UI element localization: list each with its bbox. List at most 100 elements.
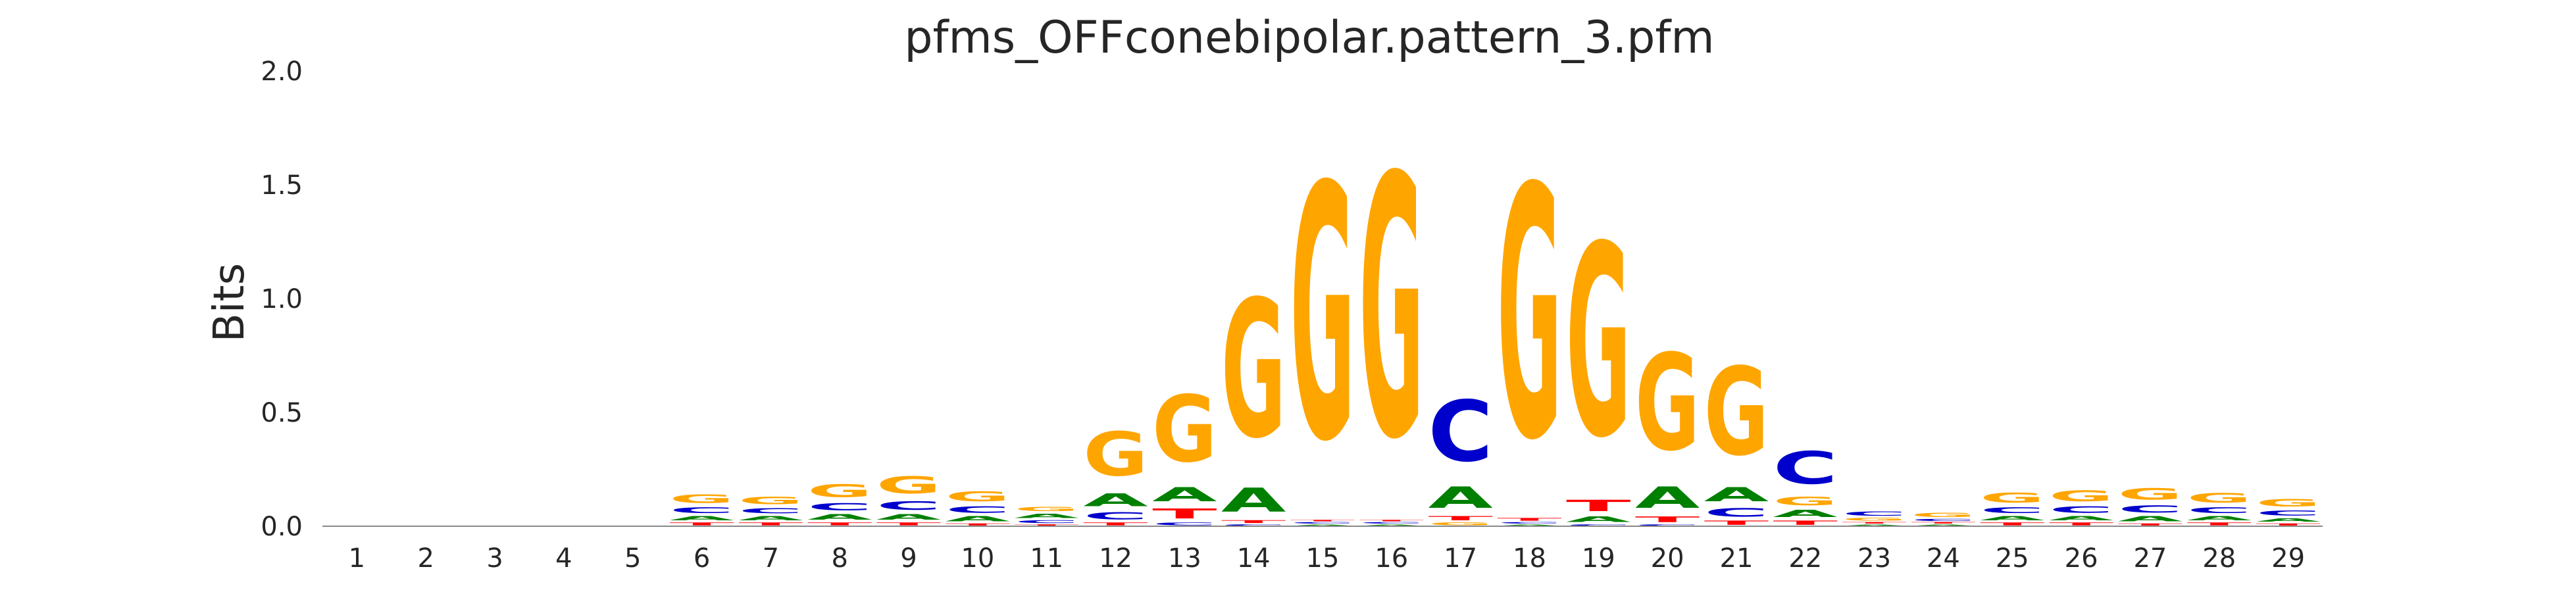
x-tick-label: 14 <box>1237 543 1271 574</box>
x-tick-label: 3 <box>486 543 503 574</box>
logo-letter-t: T <box>2049 522 2114 526</box>
chart-title: pfms_OFFconebipolar.pattern_3.pfm <box>904 12 1714 64</box>
logo-letter-a: A <box>2049 515 2114 522</box>
logo-letter-t: T <box>1221 520 1286 524</box>
logo-letter-a: A <box>1566 515 1631 524</box>
logo-letter-t: T <box>1290 520 1355 522</box>
y-tick-label: 0.5 <box>261 398 303 428</box>
logo-letter-c: C <box>2049 505 2114 514</box>
logo-letter-c: C <box>1980 506 2045 515</box>
logo-letter-a: A <box>1704 483 1769 506</box>
logo-letter-c: C <box>1566 524 1631 526</box>
logo-letter-g: G <box>2118 485 2183 503</box>
logo-letter-g: G <box>1497 115 1562 516</box>
logo-letter-a: A <box>2186 515 2252 522</box>
logo-letter-g: G <box>1980 490 2045 506</box>
logo-letter-c: C <box>1083 510 1148 522</box>
logo-letter-t: T <box>876 522 942 526</box>
logo-letter-c: C <box>1152 522 1217 526</box>
x-tick-label: 12 <box>1099 543 1132 574</box>
logo-letter-c: C <box>1704 506 1769 520</box>
logo-letter-a: A <box>1497 524 1562 526</box>
x-tick-label: 16 <box>1375 543 1408 574</box>
logo-letter-c: C <box>2186 506 2252 515</box>
logo-letter-c: C <box>1635 524 1700 526</box>
x-tick-label: 19 <box>1582 543 1615 574</box>
x-tick-label: 21 <box>1720 543 1754 574</box>
y-tick-label: 2.0 <box>261 57 303 87</box>
logo-letter-t: T <box>1842 522 1907 524</box>
logo-letter-t: T <box>1704 520 1769 526</box>
x-tick-label: 29 <box>2271 543 2305 574</box>
x-axis-ticks: 1 2 3 4 5 6 7 8 9 10 11 12 13 14 15 16 17 18 19 20 21 22 23 24 2… <box>349 543 2305 574</box>
logo-letter-a: A <box>1911 524 1976 526</box>
y-tick-label: 1.5 <box>261 170 303 201</box>
x-tick-label: 18 <box>1513 543 1546 574</box>
logo-letter-g: G <box>2186 491 2252 506</box>
logo-letter-a: A <box>876 512 942 522</box>
x-tick-label: 10 <box>961 543 994 574</box>
logo-letter-g: G <box>946 489 1011 505</box>
logo-letter-g: G <box>1704 342 1769 483</box>
logo-letter-c: C <box>1221 524 1286 526</box>
logo-letter-a: A <box>1221 481 1286 520</box>
logo-letter-t: T <box>946 523 1011 526</box>
x-tick-label: 9 <box>900 543 917 574</box>
x-tick-label: 24 <box>1927 543 1960 574</box>
logo-letter-g: G <box>1566 189 1631 496</box>
x-tick-label: 27 <box>2133 543 2167 574</box>
y-axis-ticks: 0.0 0.5 1.0 1.5 2.0 <box>261 57 303 542</box>
logo-letter-t: T <box>807 522 872 526</box>
logo-letter-g: G <box>1221 260 1286 480</box>
logo-letter-g: G <box>2256 497 2321 509</box>
logo-letter-a: A <box>1428 481 1493 515</box>
logo-letter-g: G <box>738 495 803 507</box>
y-tick-label: 1.0 <box>261 284 303 314</box>
x-tick-label: 11 <box>1030 543 1063 574</box>
logo-letter-g: G <box>2049 488 2114 505</box>
logo-letter-g: G <box>1014 506 1079 512</box>
x-tick-label: 26 <box>2065 543 2098 574</box>
logo-letter-a: A <box>946 515 1011 523</box>
x-tick-label: 5 <box>624 543 641 574</box>
y-axis-label: Bits <box>205 263 254 342</box>
logo-letter-t: T <box>669 522 734 526</box>
logo-letter-c: C <box>2256 509 2321 517</box>
x-tick-label: 6 <box>694 543 710 574</box>
logo-letter-g: G <box>1083 420 1148 490</box>
logo-letter-a: A <box>2118 515 2183 523</box>
logo-letter-a: A <box>1773 508 1838 520</box>
logo-letter-g: G <box>669 492 734 506</box>
x-tick-label: 8 <box>831 543 847 574</box>
logo-letter-c: C <box>1359 522 1425 524</box>
logo-letter-c: C <box>1014 520 1079 524</box>
logo-letter-g: G <box>1290 113 1355 519</box>
x-tick-label: 22 <box>1788 543 1822 574</box>
logo-letter-c: C <box>946 505 1011 514</box>
logo-letter-g: G <box>1773 495 1838 508</box>
logo-letter-c: C <box>1773 443 1838 495</box>
logo-letters: TACGTACGTACGTACGTACGTCAGTCAGCTAGCTAGACTG… <box>669 101 2321 526</box>
logo-letter-c: C <box>1842 510 1907 517</box>
x-tick-label: 28 <box>2202 543 2236 574</box>
logo-letter-a: A <box>1842 524 1907 526</box>
x-tick-label: 23 <box>1857 543 1891 574</box>
x-tick-label: 25 <box>1996 543 2029 574</box>
logo-letter-g: G <box>1842 517 1907 522</box>
logo-letter-a: A <box>2256 517 2321 523</box>
y-tick-label: 0.0 <box>261 512 303 542</box>
x-tick-label: 7 <box>763 543 779 574</box>
logo-letter-a: A <box>1290 524 1355 526</box>
logo-letter-t: T <box>1014 524 1079 526</box>
logo-letter-a: A <box>1014 512 1079 519</box>
logo-letter-t: T <box>1980 522 2045 526</box>
logo-letter-a: A <box>1152 483 1217 506</box>
logo-letter-t: T <box>1911 522 1976 524</box>
logo-letter-g: G <box>1911 512 1976 518</box>
logo-letter-t: T <box>1083 522 1148 526</box>
logo-letter-g: G <box>1428 522 1493 526</box>
x-tick-label: 17 <box>1444 543 1477 574</box>
logo-letter-c: C <box>2118 503 2183 514</box>
x-tick-label: 2 <box>418 543 434 574</box>
